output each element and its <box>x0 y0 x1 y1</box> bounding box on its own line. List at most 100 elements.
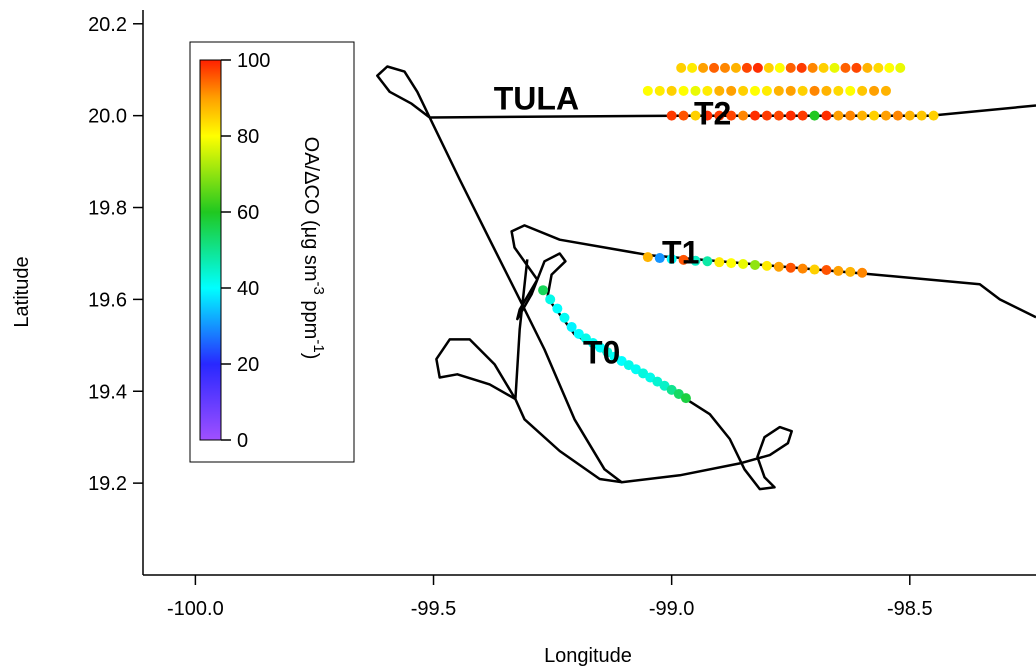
data-point <box>588 338 599 349</box>
y-tick-label: 19.2 <box>88 473 127 495</box>
data-point <box>845 110 856 121</box>
data-point <box>738 85 749 96</box>
colorbar-label: OA/ΔCO (μg sm-3 ppm-1) <box>300 137 327 360</box>
data-point <box>654 253 665 264</box>
data-point <box>730 62 741 73</box>
y-tick-label: 20.2 <box>88 14 127 36</box>
data-point <box>761 260 772 271</box>
y-axis-title: Latitude <box>11 256 33 327</box>
flight-track <box>376 65 1036 491</box>
annotation: T0 <box>583 334 620 370</box>
data-point <box>690 110 701 121</box>
data-point <box>821 85 832 96</box>
data-point <box>738 259 749 270</box>
data-point <box>741 62 752 73</box>
data-point <box>719 62 730 73</box>
data-point <box>654 85 665 96</box>
colorbar-label-superscript: -3 <box>310 282 327 295</box>
data-point <box>797 85 808 96</box>
data-point <box>833 265 844 276</box>
data-point <box>642 252 653 263</box>
data-point <box>796 62 807 73</box>
data-point <box>750 259 761 270</box>
data-point <box>862 62 873 73</box>
data-point <box>851 62 862 73</box>
data-point <box>726 110 737 121</box>
data-point <box>709 62 720 73</box>
data-point <box>797 110 808 121</box>
data-point <box>726 258 737 269</box>
data-point <box>895 62 906 73</box>
y-tick-label: 19.6 <box>88 289 127 311</box>
colorbar-tick-label: 60 <box>237 202 259 224</box>
data-point <box>904 110 915 121</box>
data-point <box>702 256 713 267</box>
data-point <box>678 85 689 96</box>
annotation: T2 <box>694 95 731 131</box>
data-point <box>666 253 677 264</box>
annotation: TULA <box>494 81 579 117</box>
data-point <box>761 110 772 121</box>
data-point <box>698 62 709 73</box>
data-point <box>821 110 832 121</box>
data-point <box>845 85 856 96</box>
data-point <box>857 110 868 121</box>
data-point <box>773 85 784 96</box>
data-point <box>857 267 868 278</box>
data-point <box>752 62 763 73</box>
data-point <box>559 312 570 323</box>
data-point <box>916 110 927 121</box>
y-tick-label: 20.0 <box>88 106 127 128</box>
data-point <box>821 264 832 275</box>
data-point <box>807 62 818 73</box>
data-point <box>678 254 689 265</box>
data-point <box>928 110 939 121</box>
data-point <box>773 110 784 121</box>
colorbar-tick-label: 100 <box>237 50 270 72</box>
data-point <box>763 62 774 73</box>
annotation: T1 <box>662 235 699 271</box>
x-tick-label: -98.5 <box>887 598 933 620</box>
data-point <box>785 62 796 73</box>
data-point <box>845 266 856 277</box>
data-point <box>884 62 895 73</box>
data-point <box>829 62 840 73</box>
data-point <box>785 85 796 96</box>
data-point <box>642 85 653 96</box>
data-point <box>678 110 689 121</box>
x-tick-label: -99.5 <box>411 598 457 620</box>
data-point <box>774 62 785 73</box>
data-point <box>869 110 880 121</box>
data-point <box>880 110 891 121</box>
data-point <box>892 110 903 121</box>
colorbar-tick-label: 40 <box>237 278 259 300</box>
data-point <box>833 85 844 96</box>
data-point <box>680 393 691 404</box>
x-axis-title: Longitude <box>544 645 632 667</box>
data-point <box>840 62 851 73</box>
colorbar-tick-label: 80 <box>237 126 259 148</box>
data-point <box>738 110 749 121</box>
x-tick-label: -100.0 <box>167 598 224 620</box>
data-point <box>666 110 677 121</box>
y-tick-label: 19.4 <box>88 381 127 403</box>
data-point <box>833 110 844 121</box>
data-point <box>714 85 725 96</box>
data-point <box>857 85 868 96</box>
data-point <box>726 85 737 96</box>
colorbar-label-part: ppm <box>300 295 322 339</box>
data-point <box>750 110 761 121</box>
data-point <box>797 263 808 274</box>
data-point <box>566 321 577 332</box>
y-tick-label: 19.8 <box>88 198 127 220</box>
data-point <box>750 85 761 96</box>
data-point <box>702 110 713 121</box>
data-point <box>818 62 829 73</box>
colorbar <box>199 59 222 441</box>
data-point <box>773 261 784 272</box>
data-point <box>538 285 549 296</box>
data-point <box>714 110 725 121</box>
data-point <box>545 294 556 305</box>
data-point <box>785 110 796 121</box>
